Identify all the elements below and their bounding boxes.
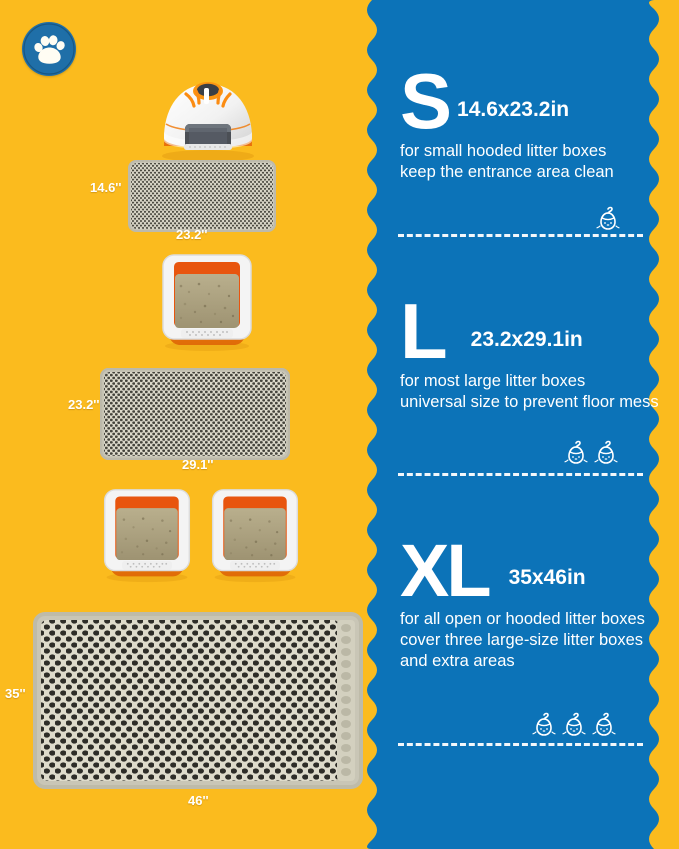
size-letter-s: S	[400, 57, 452, 146]
size-dimensions-s: 14.6x23.2in	[457, 98, 570, 121]
size-desc-line: keep the entrance area clean	[400, 162, 614, 181]
xlarge-mat-height-label: 35''	[5, 686, 26, 701]
divider-l	[398, 473, 643, 476]
small-mat-height-label: 14.6''	[90, 180, 122, 195]
large-mat	[100, 368, 290, 460]
divider-s	[398, 234, 643, 237]
size-desc-line: and extra areas	[400, 651, 515, 670]
open-litter-box-xl-right	[205, 484, 305, 586]
size-desc-line: for most large litter boxes	[400, 372, 586, 390]
size-block-s: S 14.6x23.2in for small hooded litter bo…	[400, 57, 660, 183]
cat-icon	[532, 712, 556, 736]
size-letter-xl: XL	[400, 529, 492, 613]
size-desc-line: for all open or hooded litter boxes	[400, 610, 645, 628]
xlarge-mat	[33, 612, 363, 789]
cat-count-s	[595, 206, 621, 234]
open-litter-box-xl-left	[97, 484, 197, 586]
cat-icon	[562, 712, 586, 736]
cat-icon	[592, 712, 616, 736]
xlarge-mat-width-label: 46''	[188, 793, 209, 808]
cat-icon	[596, 206, 620, 230]
size-block-l: L 23.2x29.1in for most large litter boxe…	[400, 287, 660, 413]
large-mat-height-label: 23.2''	[68, 397, 100, 412]
size-description-s: for small hooded litter boxes keep the e…	[400, 141, 660, 183]
size-description-xl: for all open or hooded litter boxes cove…	[400, 609, 660, 671]
cat-count-l	[563, 440, 619, 468]
brand-logo	[22, 22, 76, 76]
divider-xl	[398, 743, 643, 746]
size-dimensions-l: 23.2x29.1in	[470, 328, 583, 351]
size-desc-line: for small hooded litter boxes	[400, 142, 607, 160]
size-dimensions-xl: 35x46in	[508, 566, 586, 589]
small-mat	[128, 160, 276, 232]
large-mat-width-label: 29.1''	[182, 457, 214, 472]
cat-count-xl	[531, 712, 617, 740]
size-block-xl: XL 35x46in for all open or hooded litter…	[400, 529, 660, 671]
cat-icon	[594, 440, 618, 464]
size-desc-line: universal size to prevent floor mess	[400, 392, 659, 411]
size-description-l: for most large litter boxes universal si…	[400, 371, 660, 413]
product-photo-panel: 14.6'' 23.2''	[5, 22, 363, 808]
size-heading-xl: XL 35x46in	[400, 529, 660, 613]
size-guide-content: S 14.6x23.2in for small hooded litter bo…	[355, 0, 679, 849]
size-guide-panel	[355, 0, 679, 849]
small-mat-width-label: 23.2''	[176, 227, 208, 242]
size-desc-line: cover three large-size litter boxes	[400, 630, 644, 649]
cat-icon	[564, 440, 588, 464]
hooded-litter-box	[150, 72, 266, 162]
paw-print-icon	[23, 23, 75, 75]
size-heading-s: S 14.6x23.2in	[400, 57, 660, 146]
size-letter-l: L	[400, 287, 448, 376]
size-heading-l: L 23.2x29.1in	[400, 287, 660, 376]
open-litter-box-large	[155, 252, 259, 352]
